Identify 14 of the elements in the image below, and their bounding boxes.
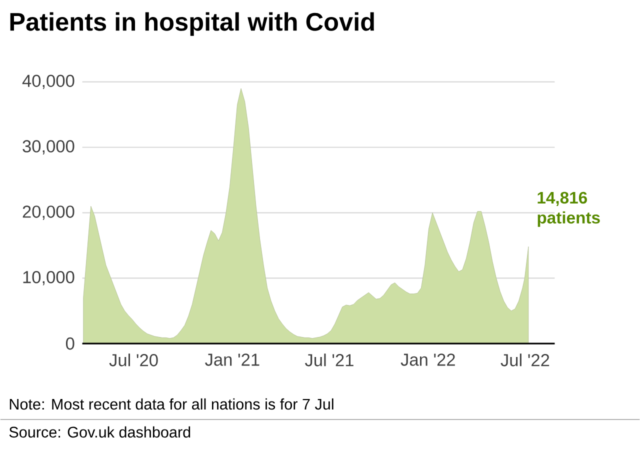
source-note: Source: Gov.uk dashboard [9, 426, 190, 438]
text: Note: Most recent data for all nations is for 7 Jul [10, 398, 334, 410]
y-tick-label: 20,000 [22, 205, 74, 220]
y-tick-label: 30,000 [22, 140, 74, 154]
x-tick-label: Jul '22 [500, 353, 550, 366]
chart-title: Patients in hospital with Covid [10, 12, 374, 36]
y-tick-label: 10,000 [23, 270, 74, 286]
y-tick-label: 0 [66, 337, 74, 350]
x-tick-label: Jan '22 [400, 353, 455, 366]
annotation: 14,816 patients [538, 192, 600, 227]
x-tick-label: Jul '21 [305, 353, 354, 366]
y-tick-label: 40,000 [22, 74, 74, 89]
x-tick-label: Jan '21 [205, 353, 260, 366]
x-tick-label: Jul '20 [109, 353, 158, 366]
